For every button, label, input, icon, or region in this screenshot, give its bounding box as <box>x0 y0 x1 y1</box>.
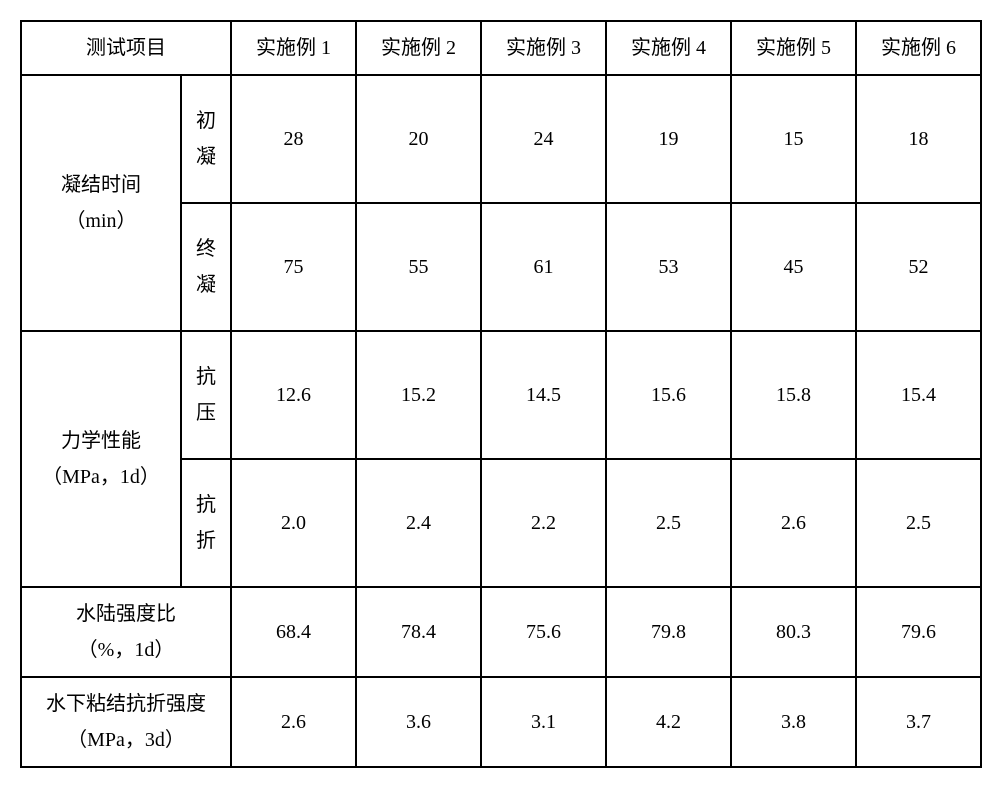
cell: 15.6 <box>606 331 731 459</box>
row-sub-label: 抗压 <box>181 331 231 459</box>
row-sub-label: 初凝 <box>181 75 231 203</box>
header-col-4: 实施例 4 <box>606 21 731 75</box>
cell: 2.5 <box>606 459 731 587</box>
row-main-label: 力学性能（MPa，1d） <box>21 331 181 587</box>
cell: 14.5 <box>481 331 606 459</box>
table-row: 凝结时间（min） 初凝 28 20 24 19 15 18 <box>21 75 981 203</box>
header-col-6: 实施例 6 <box>856 21 981 75</box>
cell: 45 <box>731 203 856 331</box>
cell: 53 <box>606 203 731 331</box>
table-row: 水陆强度比（%，1d） 68.4 78.4 75.6 79.8 80.3 79.… <box>21 587 981 677</box>
row-sub-label: 终凝 <box>181 203 231 331</box>
row-main-label: 凝结时间（min） <box>21 75 181 331</box>
cell: 28 <box>231 75 356 203</box>
cell: 3.7 <box>856 677 981 767</box>
header-col-3: 实施例 3 <box>481 21 606 75</box>
cell: 15.4 <box>856 331 981 459</box>
cell: 18 <box>856 75 981 203</box>
cell: 61 <box>481 203 606 331</box>
cell: 2.0 <box>231 459 356 587</box>
cell: 19 <box>606 75 731 203</box>
cell: 3.1 <box>481 677 606 767</box>
cell: 12.6 <box>231 331 356 459</box>
cell: 2.4 <box>356 459 481 587</box>
cell: 75 <box>231 203 356 331</box>
cell: 3.8 <box>731 677 856 767</box>
cell: 24 <box>481 75 606 203</box>
table-row: 水下粘结抗折强度（MPa，3d） 2.6 3.6 3.1 4.2 3.8 3.7 <box>21 677 981 767</box>
cell: 52 <box>856 203 981 331</box>
header-test-item: 测试项目 <box>21 21 231 75</box>
row-main-label: 水下粘结抗折强度（MPa，3d） <box>21 677 231 767</box>
cell: 15.8 <box>731 331 856 459</box>
header-col-1: 实施例 1 <box>231 21 356 75</box>
cell: 15.2 <box>356 331 481 459</box>
cell: 4.2 <box>606 677 731 767</box>
table-row: 力学性能（MPa，1d） 抗压 12.6 15.2 14.5 15.6 15.8… <box>21 331 981 459</box>
cell: 3.6 <box>356 677 481 767</box>
header-row: 测试项目 实施例 1 实施例 2 实施例 3 实施例 4 实施例 5 实施例 6 <box>21 21 981 75</box>
cell: 2.6 <box>231 677 356 767</box>
cell: 15 <box>731 75 856 203</box>
cell: 78.4 <box>356 587 481 677</box>
cell: 20 <box>356 75 481 203</box>
cell: 75.6 <box>481 587 606 677</box>
row-sub-label: 抗折 <box>181 459 231 587</box>
cell: 2.5 <box>856 459 981 587</box>
cell: 79.6 <box>856 587 981 677</box>
cell: 55 <box>356 203 481 331</box>
cell: 2.6 <box>731 459 856 587</box>
row-main-label: 水陆强度比（%，1d） <box>21 587 231 677</box>
header-col-5: 实施例 5 <box>731 21 856 75</box>
cell: 80.3 <box>731 587 856 677</box>
data-table: 测试项目 实施例 1 实施例 2 实施例 3 实施例 4 实施例 5 实施例 6… <box>20 20 982 768</box>
cell: 2.2 <box>481 459 606 587</box>
cell: 68.4 <box>231 587 356 677</box>
header-col-2: 实施例 2 <box>356 21 481 75</box>
cell: 79.8 <box>606 587 731 677</box>
